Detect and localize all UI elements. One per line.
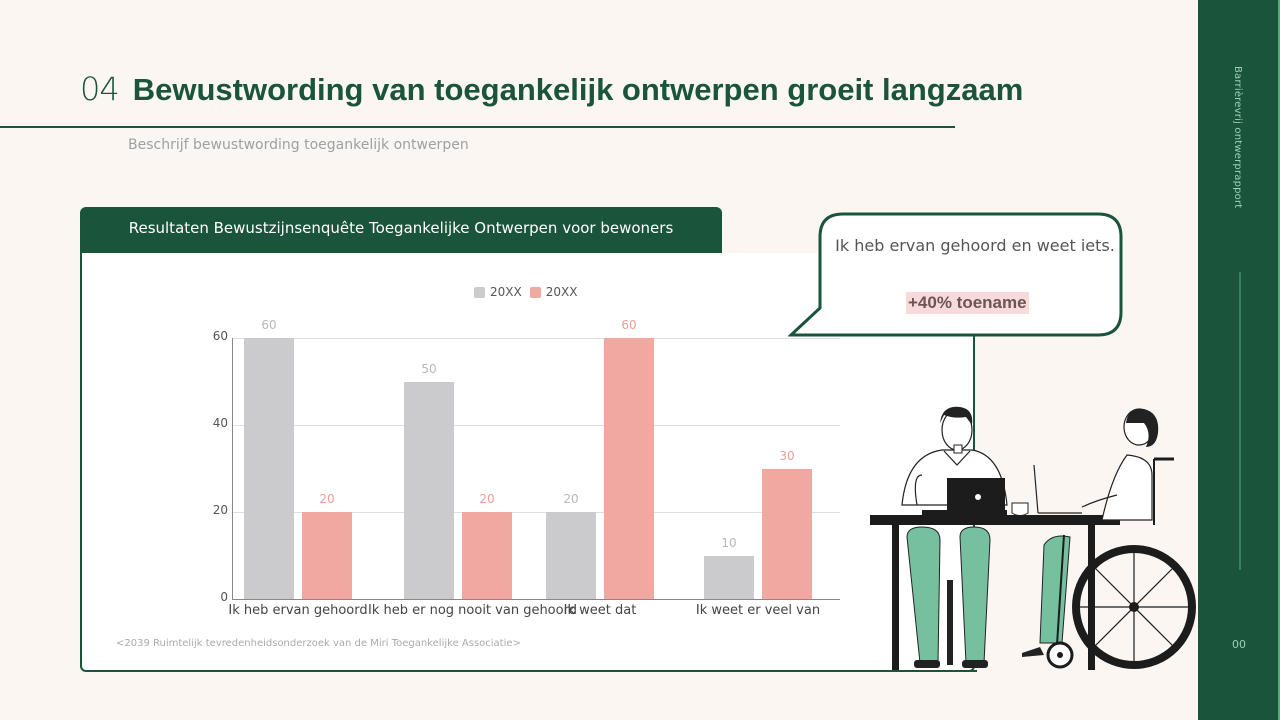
y-tick: 0 — [220, 590, 228, 604]
page-subtitle: Beschrijf bewustwording toegankelijk ont… — [128, 137, 469, 153]
chart-card-title: Resultaten Bewustzijnsenquête Toegankeli… — [128, 219, 674, 237]
chart-source: <2039 Ruimtelijk tevredenheidsonderzoek … — [116, 638, 521, 649]
y-axis — [232, 338, 233, 600]
page-title: 04 Bewustwording van toegankelijk ontwer… — [80, 70, 1023, 108]
legend-item-series-1[interactable]: 20XX — [474, 285, 522, 299]
bar-value-label: 60 — [621, 318, 637, 332]
bar[interactable] — [404, 381, 454, 599]
y-tick: 20 — [212, 503, 228, 517]
bar[interactable] — [244, 338, 294, 599]
gridline — [232, 512, 840, 513]
y-tick: 60 — [212, 329, 228, 343]
bar-chart: 60 40 20 0 60 20 Ik heb ervan gehoord 50 20 I… — [200, 318, 850, 620]
side-panel-edge — [1278, 0, 1280, 720]
callout-text: Ik heb ervan gehoord en weet iets. — [835, 236, 1115, 255]
y-tick: 40 — [212, 416, 228, 430]
people-at-desk-illustration — [862, 406, 1196, 672]
bar[interactable] — [762, 468, 812, 599]
bar-value-label: 30 — [779, 448, 795, 463]
side-divider — [1239, 272, 1241, 570]
section-number: 04 — [80, 70, 120, 108]
bar[interactable] — [604, 338, 654, 599]
category-label: Ik weet er veel van — [695, 603, 821, 618]
category-label: Ik weet dat — [563, 603, 637, 618]
legend-label: 20XX — [545, 285, 578, 299]
x-axis — [232, 599, 840, 600]
legend-item-series-2[interactable]: 20XX — [529, 285, 578, 299]
bar[interactable] — [462, 512, 512, 599]
page-number: 00 — [1232, 638, 1246, 651]
chart-card-header: Resultaten Bewustzijnsenquête Toegankeli… — [80, 207, 722, 255]
title-divider — [0, 126, 955, 128]
callout-highlight: +40% toename — [906, 292, 1029, 314]
bar-value-label: 20 — [479, 492, 495, 506]
bar-value-label: 20 — [319, 492, 335, 506]
report-title: Barrièrevrij ontwerprapport — [1232, 66, 1243, 209]
category-label: Ik heb er nog nooit van gehoord — [368, 603, 577, 618]
bar-value-label: 20 — [563, 492, 579, 506]
bar[interactable] — [302, 512, 352, 599]
bar-value-label: 60 — [261, 318, 277, 332]
bar[interactable] — [546, 512, 596, 599]
bar[interactable] — [704, 555, 754, 599]
chart-legend: 20XX 20XX — [474, 285, 585, 299]
legend-swatch-icon — [474, 286, 485, 298]
gridline — [232, 338, 840, 339]
bar-value-label: 50 — [421, 361, 437, 376]
speech-bubble — [788, 212, 1123, 337]
bar-value-label: 10 — [721, 535, 737, 550]
legend-label: 20XX — [490, 285, 522, 299]
gridline — [232, 425, 840, 426]
legend-swatch-icon — [529, 286, 541, 298]
category-label: Ik heb ervan gehoord — [228, 603, 368, 618]
title-text: Bewustwording van toegankelijk ontwerpen… — [132, 72, 1024, 107]
